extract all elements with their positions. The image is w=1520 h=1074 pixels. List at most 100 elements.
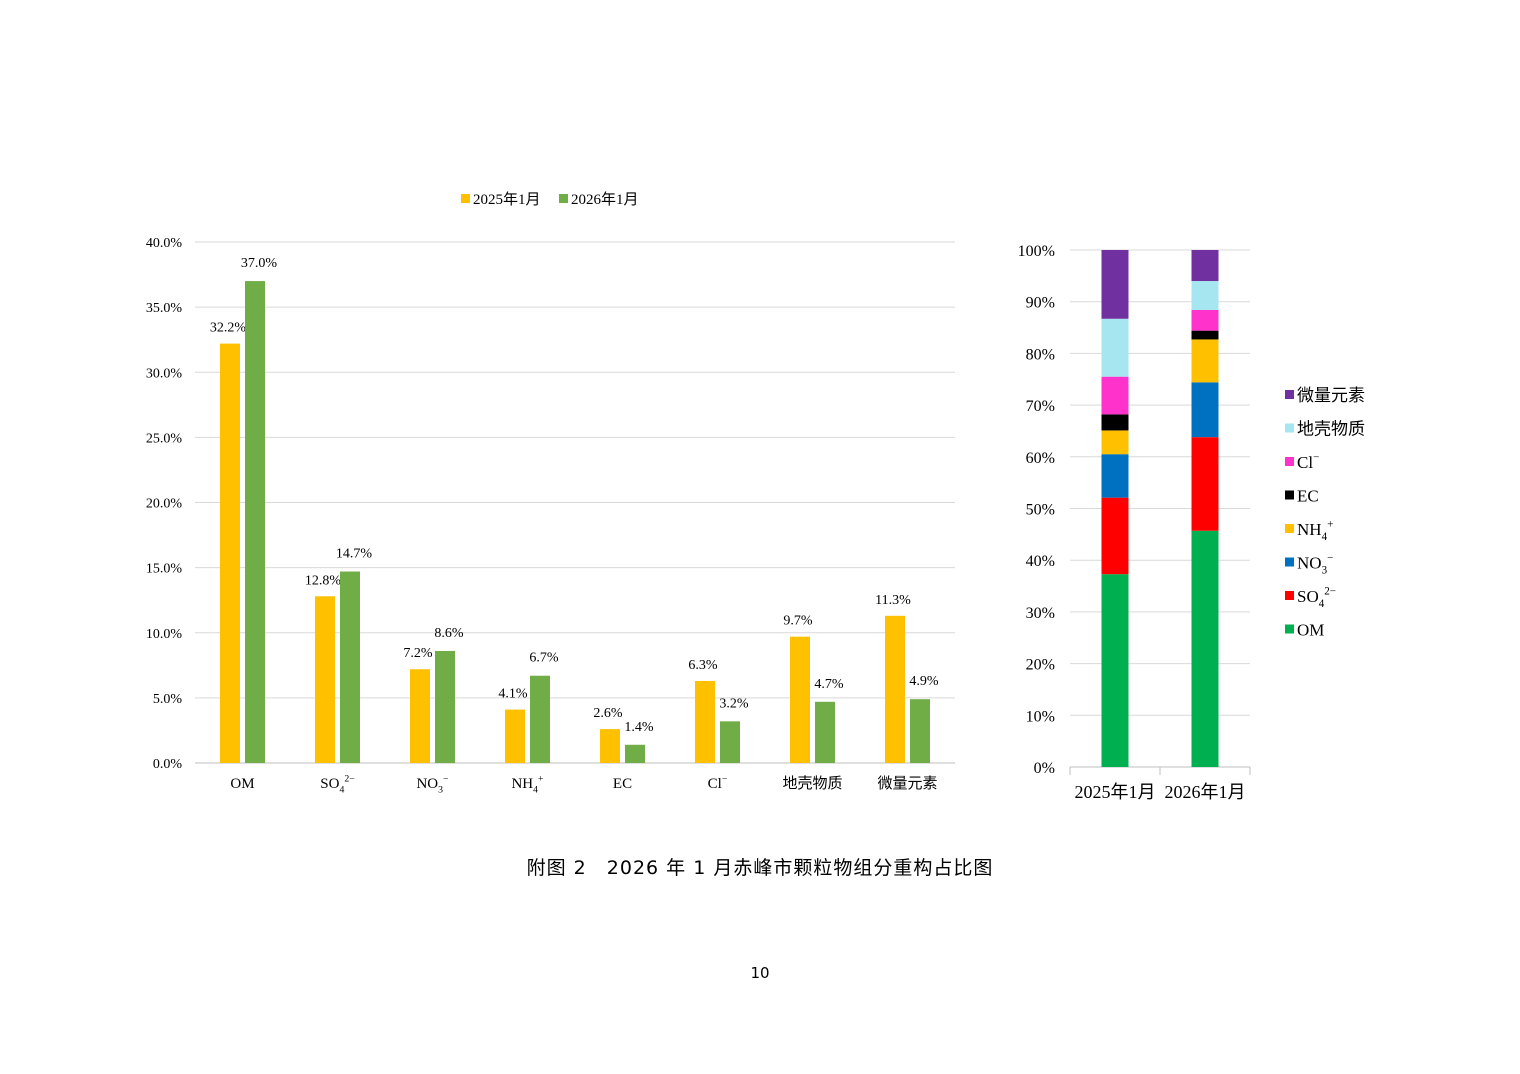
stacked-segment	[1191, 330, 1219, 340]
stacked-segment	[1191, 437, 1219, 531]
y-tick-label: 50%	[1026, 502, 1055, 519]
bar	[790, 636, 810, 763]
y-tick-label: 80%	[1026, 346, 1055, 363]
legend-swatch	[1285, 624, 1294, 634]
x-tick-label: SO42−	[320, 773, 355, 795]
y-tick-label: 35.0%	[146, 301, 183, 316]
bar	[315, 596, 335, 763]
legend-label: NH4+	[1297, 518, 1333, 543]
y-tick-label: 20%	[1026, 657, 1055, 674]
stacked-segment	[1101, 454, 1129, 498]
y-tick-label: 30%	[1026, 605, 1055, 622]
data-label: 6.7%	[529, 651, 559, 666]
x-tick-label: 2025年1月	[1075, 782, 1156, 802]
legend-swatch	[559, 194, 568, 203]
stacked-segment	[1101, 250, 1129, 319]
x-tick-label: Cl−	[708, 773, 728, 792]
y-tick-label: 0.0%	[153, 757, 183, 772]
data-label: 8.6%	[434, 626, 464, 641]
y-tick-label: 100%	[1018, 243, 1055, 260]
data-label: 2.6%	[593, 706, 623, 721]
bar	[625, 744, 645, 763]
stacked-percentage-chart: 0% 10% 20% 30% 40% 50% 60% 70% 80% 90% 100% 2025年1月…	[1018, 243, 1365, 802]
legend-label: EC	[1297, 487, 1319, 506]
x-tick-label: 地壳物质	[782, 775, 842, 792]
legend-swatch	[1285, 423, 1294, 433]
bar	[340, 571, 360, 763]
bar	[885, 615, 905, 763]
legend-label: 地壳物质	[1297, 420, 1365, 439]
data-label: 3.2%	[719, 696, 749, 711]
stacked-segment	[1191, 250, 1219, 282]
data-label: 11.3%	[875, 593, 911, 608]
data-label: 7.2%	[403, 646, 433, 661]
y-tick-label: 40%	[1026, 553, 1055, 570]
legend-swatch	[1285, 591, 1294, 600]
bar	[410, 669, 430, 763]
bar	[530, 675, 550, 763]
legend-swatch	[1285, 524, 1294, 533]
bar	[220, 343, 240, 763]
legend-swatch	[1285, 557, 1294, 567]
legend-swatch	[461, 194, 470, 203]
stacked-segment	[1191, 281, 1219, 310]
bar	[720, 721, 740, 763]
data-label: 12.8%	[305, 573, 342, 588]
bar	[435, 650, 455, 763]
y-tick-label: 70%	[1026, 398, 1055, 415]
data-label: 37.0%	[241, 256, 278, 271]
y-tick-label: 30.0%	[146, 366, 183, 381]
data-label: 6.3%	[688, 658, 718, 673]
legend-swatch	[1285, 490, 1294, 500]
x-tick-label: NH4+	[511, 773, 544, 795]
legend-swatch	[1285, 457, 1294, 466]
bar	[910, 699, 930, 763]
legend-label: NO3−	[1297, 552, 1333, 577]
x-tick-label: 微量元素	[877, 775, 937, 792]
legend-label: OM	[1297, 621, 1324, 640]
legend-label: 2026年1月	[571, 191, 639, 208]
y-tick-label: 5.0%	[153, 692, 183, 707]
y-tick-label: 40.0%	[146, 236, 183, 251]
x-tick-label: EC	[613, 776, 632, 792]
composition-bar-chart: 0.0% 5.0% 10.0% 15.0% 20.0% 25.0% 30.0% 35.0% 40…	[146, 191, 955, 796]
legend-label: 微量元素	[1297, 386, 1365, 405]
legend-label: 2025年1月	[473, 191, 541, 208]
stacked-segment	[1101, 376, 1129, 415]
stacked-segment	[1101, 414, 1129, 431]
bar	[245, 281, 265, 763]
y-tick-label: 10.0%	[146, 627, 183, 642]
stacked-segment	[1101, 430, 1129, 455]
y-tick-label: 20.0%	[146, 497, 183, 512]
data-label: 4.7%	[814, 677, 844, 692]
stacked-segment	[1191, 530, 1219, 767]
figure-caption: 附图 2 2026 年 1 月赤峰市颗粒物组分重构占比图	[526, 857, 994, 879]
y-tick-label: 25.0%	[146, 431, 183, 446]
x-tick-label: NO3−	[416, 773, 449, 795]
stacked-segment	[1101, 574, 1129, 767]
y-tick-label: 60%	[1026, 450, 1055, 467]
stacked-segment	[1191, 382, 1219, 438]
stacked-segment	[1191, 309, 1219, 331]
stacked-segment	[1101, 497, 1129, 575]
data-label: 9.7%	[783, 614, 813, 629]
data-label: 32.2%	[210, 321, 247, 336]
y-tick-label: 10%	[1026, 708, 1055, 725]
y-tick-label: 15.0%	[146, 562, 183, 577]
bar	[815, 701, 835, 763]
data-label: 4.9%	[909, 674, 939, 689]
data-label: 1.4%	[624, 720, 654, 735]
stacked-segment	[1191, 339, 1219, 383]
legend-label: Cl−	[1297, 451, 1319, 472]
data-label: 4.1%	[498, 687, 528, 702]
y-tick-label: 0%	[1034, 760, 1055, 777]
stacked-segment	[1101, 318, 1129, 377]
legend-label: SO42−	[1297, 585, 1336, 610]
y-tick-label: 90%	[1026, 295, 1055, 312]
page-number: 10	[750, 964, 770, 982]
x-tick-label: OM	[230, 776, 254, 792]
legend-swatch	[1285, 390, 1294, 399]
bar	[600, 729, 620, 763]
x-tick-label: 2026年1月	[1165, 782, 1246, 802]
bar	[505, 709, 525, 763]
